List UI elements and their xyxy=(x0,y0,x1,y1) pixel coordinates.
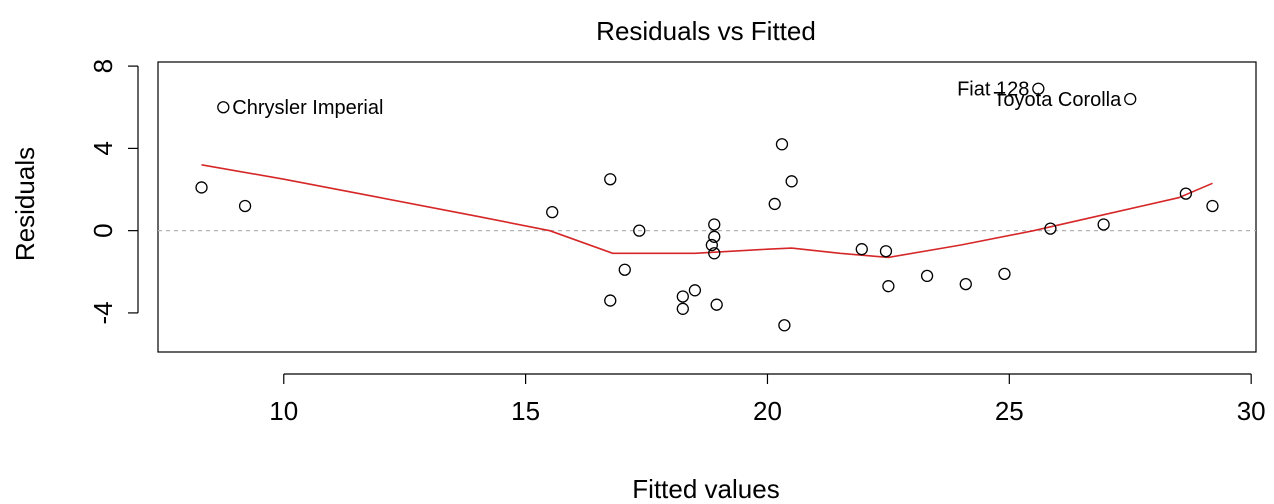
residual-point xyxy=(998,267,1011,280)
y-axis-title: Residuals xyxy=(10,147,40,261)
residual-point xyxy=(238,199,252,213)
residual-point xyxy=(604,173,617,186)
residual-point xyxy=(1179,187,1193,200)
residual-point xyxy=(1206,199,1219,213)
plot-frame xyxy=(157,61,1257,353)
chart-title: Residuals vs Fitted xyxy=(596,16,816,46)
y-tick-label: 4 xyxy=(88,141,118,155)
point-label: Fiat 128 xyxy=(957,79,1029,101)
residual-point xyxy=(633,224,646,237)
residual-point xyxy=(195,181,208,194)
residual-point xyxy=(1044,222,1057,235)
residual-point xyxy=(768,197,781,211)
x-tick-label: 10 xyxy=(269,396,298,426)
y-tick-label: -4 xyxy=(88,301,118,324)
residual-point xyxy=(959,277,972,291)
residual-point xyxy=(1032,82,1045,95)
residual-point xyxy=(785,175,798,188)
y-tick-label: 0 xyxy=(88,223,118,237)
x-tick-label: 30 xyxy=(1237,396,1266,426)
residual-point xyxy=(775,138,789,151)
residual-point xyxy=(708,247,721,260)
x-tick-label: 25 xyxy=(995,396,1024,426)
residual-point xyxy=(1124,92,1137,106)
smooth-trend-line xyxy=(201,164,1213,259)
x-tick-label: 15 xyxy=(511,396,540,426)
residual-point xyxy=(546,205,559,219)
residual-point xyxy=(705,238,718,252)
point-label: Toyota Corolla xyxy=(993,89,1122,111)
x-axis-title: Fitted values xyxy=(632,474,779,504)
residual-point xyxy=(618,263,631,276)
x-tick-label: 20 xyxy=(753,396,782,426)
residual-point xyxy=(676,302,689,315)
residual-point xyxy=(778,319,791,332)
point-label: Chrysler Imperial xyxy=(232,97,383,119)
residual-point xyxy=(882,280,895,293)
residual-point xyxy=(710,298,723,311)
residual-point xyxy=(1097,218,1110,231)
plot-area: 10 15 20 25 30 -4 0 4 8 Chrysler Imperial Fiat 128… xyxy=(88,59,1266,426)
residual-point xyxy=(920,269,934,283)
residual-point xyxy=(688,284,702,297)
residual-point xyxy=(676,290,689,303)
residual-point xyxy=(604,294,617,307)
residual-point xyxy=(855,243,868,256)
y-tick-label: 8 xyxy=(88,59,118,73)
residual-point xyxy=(217,101,230,114)
residual-point xyxy=(879,245,893,258)
residual-point xyxy=(708,218,721,231)
residual-point xyxy=(708,230,721,243)
